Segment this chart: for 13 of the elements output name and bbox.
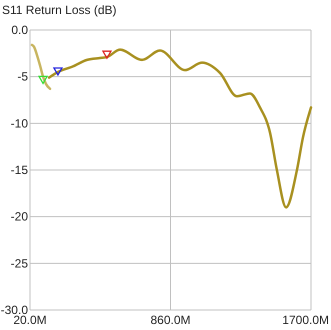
y-tick-label: 0.0 bbox=[11, 23, 28, 37]
point bbox=[53, 67, 63, 76]
x-tick-label: 1700.0M bbox=[282, 313, 329, 327]
line-series bbox=[30, 44, 52, 90]
point bbox=[38, 76, 48, 84]
point bbox=[102, 50, 112, 59]
y-tick-label: -25 bbox=[10, 256, 28, 270]
y-tick-label: -10 bbox=[10, 116, 28, 130]
chart-title: S11 Return Loss (dB) bbox=[2, 3, 116, 17]
y-tick-label: -15 bbox=[10, 163, 28, 177]
y-tick-label: -5 bbox=[17, 70, 28, 84]
y-tick-label: -20 bbox=[10, 210, 28, 224]
x-tick-label: 860.0M bbox=[150, 313, 191, 327]
